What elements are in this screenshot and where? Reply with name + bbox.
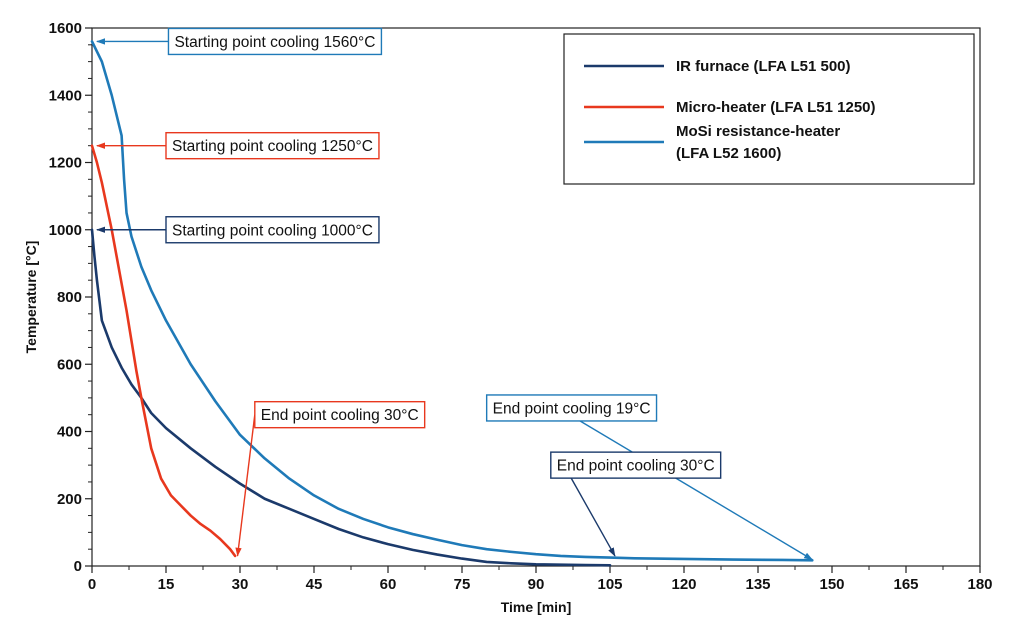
annotation-label: Starting point cooling 1250°C <box>172 138 373 155</box>
series-line-2 <box>90 40 814 562</box>
x-tick-label: 120 <box>671 576 696 593</box>
x-tick-label: 90 <box>528 576 545 593</box>
y-tick-label: 0 <box>74 558 82 575</box>
annotation-arrow <box>579 420 814 561</box>
x-tick-label: 150 <box>819 576 844 593</box>
y-axis: 0 200 400 600 800 1000 1200 1400 1600 <box>49 20 92 575</box>
annotation-1: Starting point cooling 1250°C <box>96 131 380 160</box>
annotation-box <box>550 451 722 479</box>
y-tick-label: 800 <box>57 289 82 306</box>
legend-box <box>563 33 975 185</box>
x-axis: 0 15 30 45 60 75 90 105 120 135 150 165 180 <box>88 566 993 593</box>
x-tick-label: 105 <box>597 576 622 593</box>
x-tick-label: 30 <box>232 576 249 593</box>
annotation-box <box>254 400 426 429</box>
annotation-label: End point cooling 30°C <box>261 407 419 424</box>
legend: IR furnace (LFA L51 500) Micro-heater (LF… <box>563 33 975 185</box>
annotation-box <box>485 394 658 422</box>
series-line-0 <box>90 228 612 567</box>
series-layer <box>90 40 814 567</box>
x-tick-label: 180 <box>967 576 992 593</box>
x-tick-label: 15 <box>158 576 175 593</box>
x-tick-label: 0 <box>88 576 96 593</box>
annotation-0: Starting point cooling 1560°C <box>96 27 383 56</box>
y-tick-label: 400 <box>57 424 82 441</box>
y-axis-title: Temperature [°C] <box>23 241 39 354</box>
series-line-1 <box>90 144 237 558</box>
annotation-arrow <box>570 477 616 557</box>
annotation-box <box>167 27 383 56</box>
annotation-3: End point cooling 30°C <box>235 400 426 557</box>
y-tick-label: 1200 <box>49 155 82 172</box>
x-tick-label: 75 <box>454 576 471 593</box>
annotations: Starting point cooling 1560°C Starting po… <box>96 27 814 561</box>
annotation-label: Starting point cooling 1560°C <box>174 34 375 51</box>
annotation-box <box>165 216 380 244</box>
y-tick-label: 200 <box>57 491 82 508</box>
x-tick-label: 165 <box>893 576 918 593</box>
x-tick-label: 135 <box>745 576 770 593</box>
legend-label: MoSi resistance-heater <box>676 123 840 140</box>
annotation-5: End point cooling 30°C <box>550 451 722 557</box>
annotation-2: Starting point cooling 1000°C <box>96 216 380 244</box>
annotation-label: End point cooling 19°C <box>493 400 651 417</box>
annotation-label: End point cooling 30°C <box>557 458 715 475</box>
x-tick-label: 45 <box>306 576 323 593</box>
y-tick-label: 1400 <box>49 87 82 104</box>
legend-label: Micro-heater (LFA L51 1250) <box>676 99 876 116</box>
y-tick-label: 1000 <box>49 222 82 239</box>
annotation-label: Starting point cooling 1000°C <box>172 222 373 239</box>
annotation-box <box>165 131 380 160</box>
legend-label: (LFA L52 1600) <box>676 145 781 162</box>
legend-label: IR furnace (LFA L51 500) <box>676 58 851 75</box>
y-tick-label: 1600 <box>49 20 82 37</box>
annotation-arrow <box>235 414 256 557</box>
annotation-4: End point cooling 19°C <box>485 394 814 561</box>
x-tick-label: 60 <box>380 576 397 593</box>
x-axis-title: Time [min] <box>501 599 572 615</box>
y-tick-label: 600 <box>57 356 82 373</box>
